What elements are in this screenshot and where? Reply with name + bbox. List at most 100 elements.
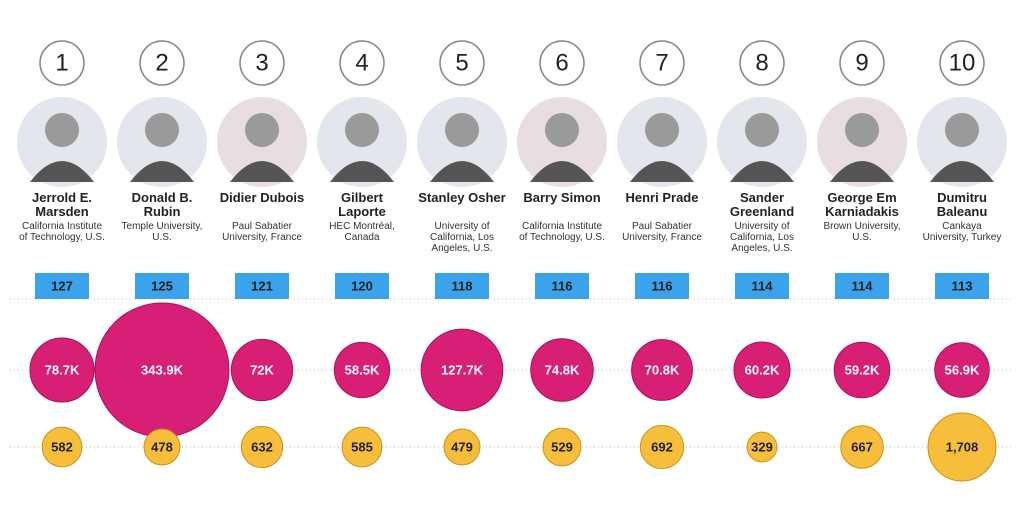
publication-bubble [443,428,481,466]
publication-label: 632 [251,439,273,454]
citation-label: 70.8K [645,362,680,377]
photo-body [630,161,694,182]
rank-circle [439,40,485,86]
value-box [935,273,989,299]
h-index-label: 121 [251,278,273,293]
publication-bubble [240,425,284,469]
affiliation: Paul Sabatier University, France [622,221,702,243]
publication-label: 692 [651,439,673,454]
citation-bubble [530,338,594,402]
photo-head [245,113,279,147]
citation-label: 59.2K [845,362,880,377]
photo-head [545,113,579,147]
affiliation: California Institute of Technology, U.S. [519,221,605,243]
photo-head [145,113,179,147]
rank-label: 5 [455,49,468,76]
affiliation: University of California, Los Angeles, U… [730,221,794,254]
h-index-label: 120 [351,278,373,293]
person-name: Dumitru Baleanu [936,190,988,219]
photo-head [845,113,879,147]
h-index-label: 113 [952,278,973,293]
publication-bubble [840,425,884,469]
publication-label: 585 [351,439,373,454]
citation-label: 343.9K [141,362,184,377]
rank-circle [39,40,85,86]
person-name: Jerrold E. Marsden [32,190,92,219]
publication-bubble [341,426,383,468]
rank-circle [339,40,385,86]
person-name: Didier Dubois [219,190,305,205]
photo-body [430,161,494,182]
publication-bubble [746,431,778,463]
citation-label: 56.9K [945,362,980,377]
affiliation: Temple University, U.S. [121,221,203,243]
value-box [535,273,589,299]
person-name: Donald B. Rubin [131,190,193,219]
rank-circle [239,40,285,86]
photo-head [745,113,779,147]
citation-label: 74.8K [545,362,580,377]
citation-bubble [333,341,391,399]
publication-label: 478 [151,439,173,454]
publication-bubble [639,424,685,470]
citation-bubble [230,338,294,402]
photo-body [130,161,194,182]
rank-label: 1 [55,49,68,76]
photo-body [30,161,94,182]
affiliation: Paul Sabatier University, France [222,221,302,243]
citation-bubble [833,341,891,399]
photo-head [445,113,479,147]
publication-bubble [927,412,997,482]
value-box [435,273,489,299]
publication-label: 529 [551,439,573,454]
citation-label: 60.2K [745,362,780,377]
h-index-label: 116 [552,278,573,293]
value-box [835,273,889,299]
publication-bubble [41,426,83,468]
affiliation: California Institute of Technology, U.S. [19,221,105,243]
publication-label: 1,708 [946,439,979,454]
citation-bubble [29,337,95,403]
affiliation: University of California, Los Angeles, U… [430,221,494,254]
h-index-label: 125 [151,278,173,293]
citation-label: 78.7K [45,362,80,377]
rank-circle [139,40,185,86]
value-box [35,273,89,299]
rank-label: 6 [555,49,568,76]
photo-head [45,113,79,147]
citation-bubble [420,328,504,412]
rank-circle [739,40,785,86]
photo-body [730,161,794,182]
rank-label: 3 [255,49,268,76]
value-box [735,273,789,299]
citation-label: 58.5K [345,362,380,377]
affiliation: Cankaya University, Turkey [922,221,1002,243]
photo-head [645,113,679,147]
rank-circle [939,40,985,86]
rank-label: 4 [355,49,368,76]
rank-circle [539,40,585,86]
person-name: Barry Simon [523,190,601,205]
publication-bubble [143,428,181,466]
photo-body [230,161,294,182]
photo-head [345,113,379,147]
affiliation: Brown University, U.S. [823,221,901,243]
value-box [135,273,189,299]
value-box [635,273,689,299]
h-index-label: 116 [652,278,673,293]
publication-label: 479 [451,439,473,454]
rank-label: 10 [949,49,976,76]
publication-label: 667 [851,439,873,454]
h-index-label: 114 [752,278,774,293]
person-name: Henri Prade [625,190,699,205]
publication-bubble [542,427,582,467]
citation-bubble [733,341,791,399]
person-name: Sander Greenland [729,190,795,219]
person-name: Gilbert Laporte [338,190,386,219]
publication-label: 329 [751,439,773,454]
photo-head [945,113,979,147]
person-name: George Em Karniadakis [825,190,899,219]
value-box [235,273,289,299]
